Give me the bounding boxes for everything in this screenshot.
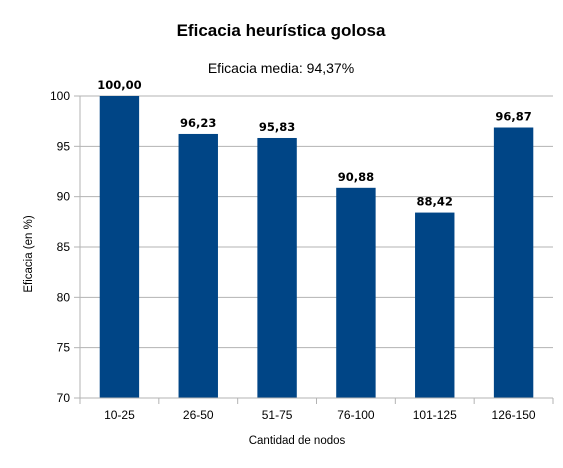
y-tick-label: 70 <box>57 391 71 405</box>
x-axis-label: Cantidad de nodos <box>249 435 346 447</box>
gridlines <box>79 95 553 399</box>
bar-51-75 <box>257 137 297 398</box>
chart-title: Eficacia heurística golosa <box>177 21 386 40</box>
data-labels: 100,00 96,23 95,83 90,88 88,42 96,87 <box>97 78 532 209</box>
y-tick-label: 75 <box>57 341 71 355</box>
y-tick-label: 90 <box>57 190 71 204</box>
bar-26-50 <box>178 133 218 398</box>
data-label-101-125: 88,42 <box>417 195 453 209</box>
data-label-51-75: 95,83 <box>259 120 295 134</box>
y-axis-ticks: 70 75 80 85 90 95 100 <box>50 89 80 405</box>
data-label-76-100: 90,88 <box>338 170 374 184</box>
y-axis-label: Eficacia (en %) <box>23 215 35 293</box>
x-tick-label-101-125: 101-125 <box>413 408 457 422</box>
y-tick-label: 80 <box>57 290 71 304</box>
y-tick-label: 100 <box>50 89 70 103</box>
y-tick-label: 95 <box>57 139 71 153</box>
chart-subtitle: Eficacia media: 94,37% <box>208 60 354 76</box>
x-tick-label-76-100: 76-100 <box>337 408 375 422</box>
data-label-10-25: 100,00 <box>97 78 141 92</box>
data-label-26-50: 96,23 <box>180 116 216 130</box>
bar-126-150 <box>493 127 534 398</box>
bar-76-100 <box>336 187 376 398</box>
x-tick-label-26-50: 26-50 <box>183 408 214 422</box>
y-tick-label: 85 <box>57 240 71 254</box>
bar-101-125 <box>415 212 455 398</box>
x-axis-ticks: 10-25 26-50 51-75 76-100 101-125 126-150 <box>79 397 554 422</box>
bar-10-25 <box>99 96 140 398</box>
bars <box>99 96 534 398</box>
x-tick-label-126-150: 126-150 <box>492 408 536 422</box>
x-tick-label-10-25: 10-25 <box>104 408 135 422</box>
x-tick-label-51-75: 51-75 <box>262 408 293 422</box>
data-label-126-150: 96,87 <box>495 110 531 124</box>
